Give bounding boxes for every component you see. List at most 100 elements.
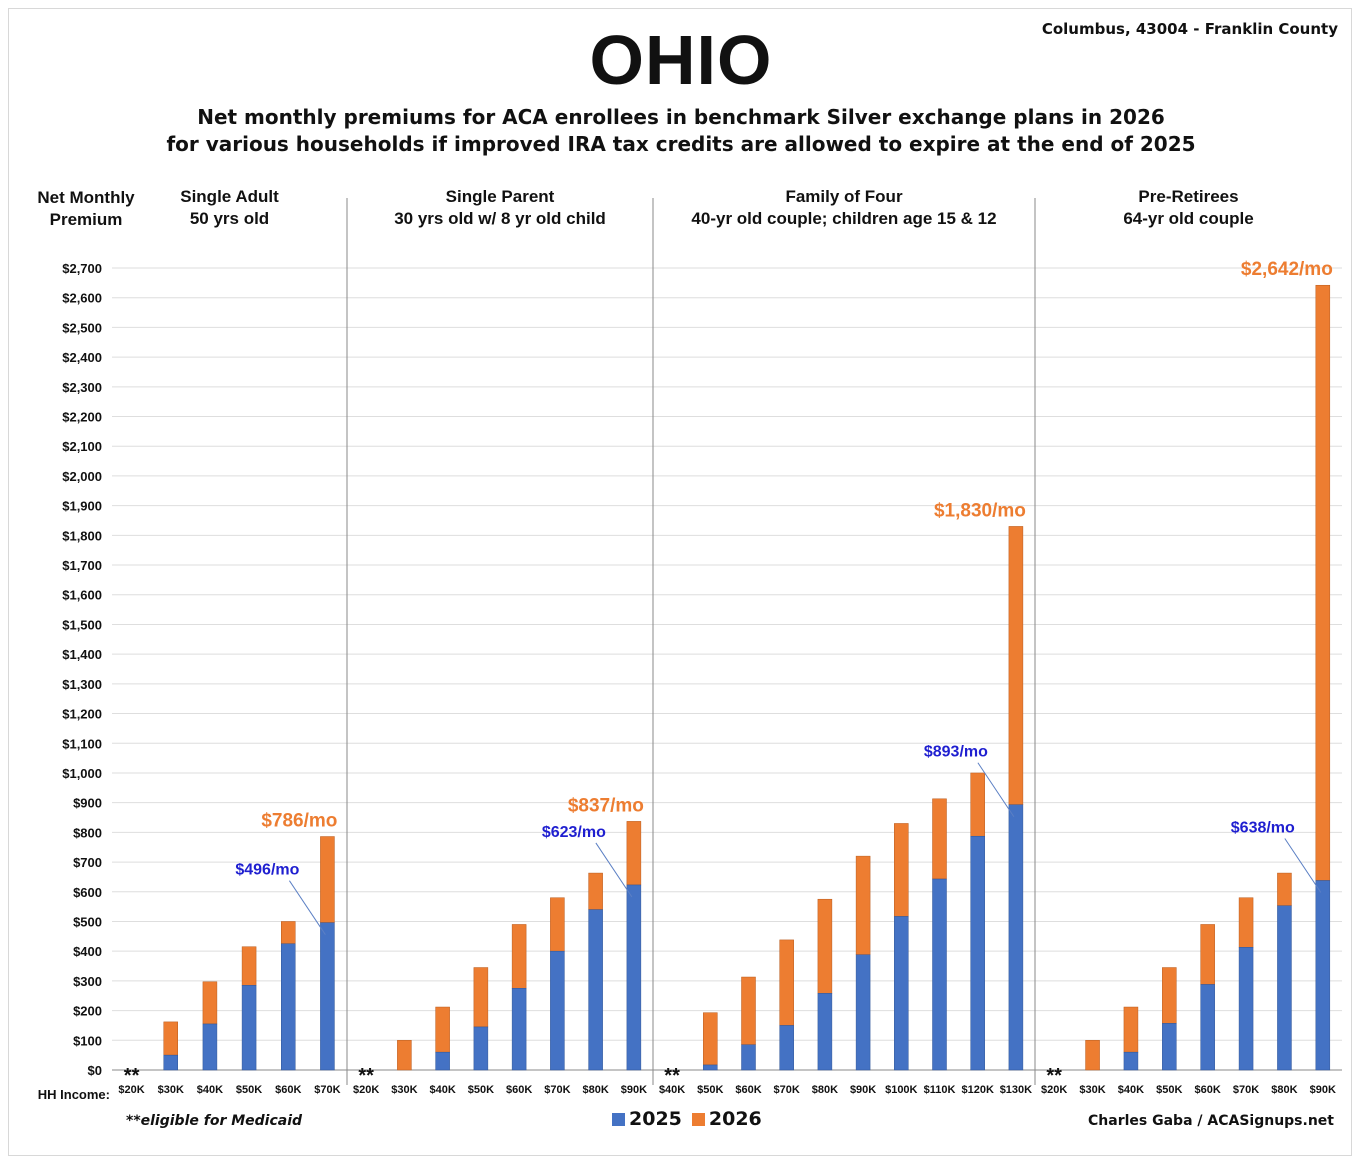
bar-2026 bbox=[779, 939, 794, 1026]
x-tick-label: $50K bbox=[697, 1084, 723, 1096]
bar-2025 bbox=[320, 922, 335, 1071]
bar-2025 bbox=[970, 835, 985, 1071]
bar-2025 bbox=[855, 954, 871, 1071]
y-axis-title: Premium bbox=[50, 210, 123, 229]
y-tick-label: $2,100 bbox=[62, 439, 102, 454]
medicaid-marker: ** bbox=[124, 1065, 140, 1087]
label-2026-value: $786/mo bbox=[261, 811, 337, 832]
y-tick-label: $200 bbox=[73, 1004, 102, 1019]
bar-2026 bbox=[1315, 284, 1331, 881]
y-tick-label: $2,000 bbox=[62, 469, 102, 484]
x-tick-label: $70K bbox=[774, 1084, 800, 1096]
group-title: Family of Four bbox=[785, 187, 903, 206]
legend-swatch-2026 bbox=[691, 1112, 705, 1126]
x-tick-label: $90K bbox=[850, 1084, 876, 1096]
bar-2025 bbox=[202, 1023, 218, 1071]
x-tick-label: $130K bbox=[1000, 1084, 1032, 1096]
label-2025-leader bbox=[289, 880, 326, 935]
x-tick-label: $30K bbox=[158, 1084, 184, 1096]
bar-2025 bbox=[473, 1026, 489, 1071]
bar-2026 bbox=[163, 1021, 178, 1056]
x-tick-label: $60K bbox=[506, 1084, 532, 1096]
label-2026-value: $837/mo bbox=[568, 795, 644, 816]
bar-2025 bbox=[511, 988, 527, 1071]
x-tick-label: $70K bbox=[314, 1084, 340, 1096]
x-tick-label: $40K bbox=[197, 1084, 223, 1096]
bar-2026 bbox=[817, 898, 833, 994]
y-tick-label: $2,500 bbox=[62, 320, 102, 335]
x-tick-label: $60K bbox=[275, 1084, 301, 1096]
medicaid-footnote: **eligible for Medicaid bbox=[126, 1113, 303, 1129]
chart-legend: 2025 2026 bbox=[612, 1108, 772, 1130]
y-tick-label: $1,000 bbox=[62, 766, 102, 781]
bar-2026 bbox=[473, 967, 489, 1028]
x-tick-label: $110K bbox=[924, 1084, 956, 1096]
chart-frame bbox=[8, 8, 1352, 1156]
x-tick-label: $80K bbox=[812, 1084, 838, 1096]
group-subtitle: 50 yrs old bbox=[190, 209, 269, 228]
y-axis-title: Net Monthly bbox=[37, 188, 135, 207]
bar-2026 bbox=[588, 872, 603, 910]
label-2025-value: $638/mo bbox=[1231, 819, 1295, 836]
y-tick-label: $1,600 bbox=[62, 588, 102, 603]
y-tick-label: $1,100 bbox=[62, 736, 102, 751]
bar-2026 bbox=[703, 1012, 718, 1066]
x-tick-label: $90K bbox=[1310, 1084, 1336, 1096]
x-tick-label: $40K bbox=[659, 1084, 685, 1096]
medicaid-marker: ** bbox=[358, 1065, 374, 1087]
legend-item-2025: 2025 bbox=[612, 1108, 682, 1130]
y-tick-label: $400 bbox=[73, 944, 102, 959]
label-2025-value: $893/mo bbox=[924, 744, 988, 761]
x-tick-label: $20K bbox=[1041, 1084, 1067, 1096]
group-title: Single Parent bbox=[446, 187, 555, 206]
bar-2026 bbox=[281, 921, 296, 945]
bar-2026 bbox=[970, 772, 985, 837]
y-tick-label: $2,400 bbox=[62, 350, 102, 365]
x-tick-label: $20K bbox=[353, 1084, 379, 1096]
y-tick-label: $1,700 bbox=[62, 558, 102, 573]
y-tick-label: $2,600 bbox=[62, 291, 102, 306]
y-tick-label: $2,700 bbox=[62, 261, 102, 276]
bar-2025 bbox=[588, 909, 603, 1071]
bar-2025 bbox=[1200, 984, 1215, 1071]
bar-2025 bbox=[1277, 905, 1292, 1071]
chart-subtitle-line2: for various households if improved IRA t… bbox=[166, 132, 1196, 156]
y-tick-label: $100 bbox=[73, 1033, 102, 1048]
y-tick-label: $800 bbox=[73, 825, 102, 840]
x-tick-label: $40K bbox=[1118, 1084, 1144, 1096]
x-tick-label: $60K bbox=[1195, 1084, 1221, 1096]
bar-2026 bbox=[202, 981, 218, 1025]
group-title: Pre-Retirees bbox=[1138, 187, 1238, 206]
x-tick-label: $20K bbox=[118, 1084, 144, 1096]
bar-2025 bbox=[241, 985, 257, 1071]
bar-2026 bbox=[435, 1006, 450, 1053]
bar-2025 bbox=[281, 943, 296, 1071]
bar-2026 bbox=[320, 836, 335, 923]
label-2026-value: $2,642/mo bbox=[1241, 259, 1333, 280]
y-tick-label: $2,200 bbox=[62, 410, 102, 425]
bar-2026 bbox=[1200, 924, 1215, 985]
label-2026-value: $1,830/mo bbox=[934, 500, 1026, 521]
x-tick-label: $30K bbox=[391, 1084, 417, 1096]
chart-title: OHIO bbox=[589, 21, 773, 99]
y-tick-label: $1,900 bbox=[62, 499, 102, 514]
bar-2025 bbox=[550, 950, 565, 1071]
location-label: Columbus, 43004 - Franklin County bbox=[1041, 20, 1338, 38]
bar-2025 bbox=[817, 993, 833, 1071]
bar-2025 bbox=[1162, 1023, 1177, 1071]
bar-2026 bbox=[741, 976, 756, 1046]
medicaid-marker: ** bbox=[664, 1065, 680, 1087]
bar-2026 bbox=[1085, 1040, 1100, 1071]
chart-subtitle-line1: Net monthly premiums for ACA enrollees i… bbox=[197, 105, 1165, 129]
legend-item-2026: 2026 bbox=[691, 1108, 762, 1130]
bar-2025 bbox=[1008, 804, 1024, 1071]
bar-2026 bbox=[397, 1040, 412, 1071]
bar-2026 bbox=[626, 821, 642, 886]
bar-2025 bbox=[1238, 947, 1254, 1071]
bar-2026 bbox=[932, 798, 947, 880]
y-tick-label: $1,500 bbox=[62, 617, 102, 632]
bar-2025 bbox=[703, 1064, 718, 1071]
group-subtitle: 30 yrs old w/ 8 yr old child bbox=[394, 209, 606, 228]
x-tick-label: $80K bbox=[582, 1084, 608, 1096]
